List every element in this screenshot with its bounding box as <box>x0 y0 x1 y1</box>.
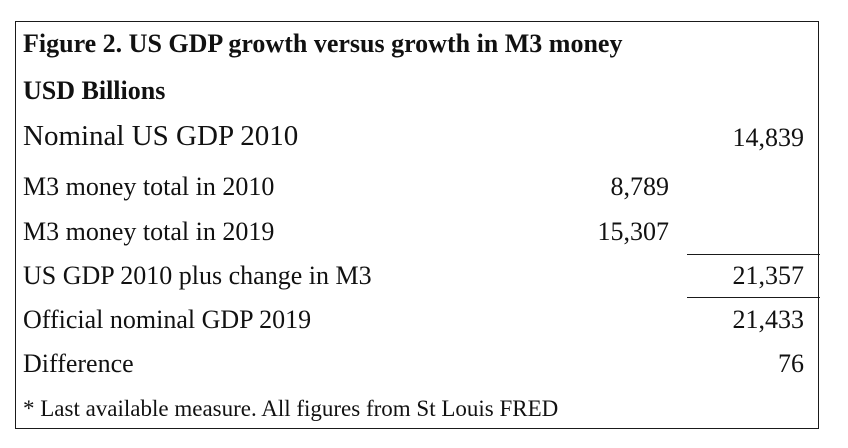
row-label-difference: Difference <box>23 349 134 378</box>
value-official-gdp-2019: 21,433 <box>732 305 805 334</box>
value-nominal-gdp-2010: 14,839 <box>732 123 805 152</box>
row-label-m3-2010: M3 money total in 2010 <box>23 172 275 201</box>
row-label-official-gdp-2019: Official nominal GDP 2019 <box>23 305 312 334</box>
value-difference: 76 <box>778 349 804 378</box>
figure-table: Figure 2. US GDP growth versus growth in… <box>15 21 820 429</box>
table-subtitle: USD Billions <box>23 76 166 105</box>
value-m3-2019: 15,307 <box>597 217 670 246</box>
value-gdp-plus-m3: 21,357 <box>732 261 805 290</box>
sum-rule-bottom <box>687 297 820 298</box>
row-label-nominal-gdp-2010: Nominal US GDP 2010 <box>23 120 299 152</box>
value-m3-2010: 8,789 <box>610 172 670 201</box>
row-label-gdp-plus-m3: US GDP 2010 plus change in M3 <box>23 261 372 290</box>
table-footnote: * Last available measure. All figures fr… <box>23 396 559 421</box>
sum-rule-top <box>687 254 820 255</box>
row-label-m3-2019: M3 money total in 2019 <box>23 217 275 246</box>
table-title: Figure 2. US GDP growth versus growth in… <box>23 29 623 58</box>
